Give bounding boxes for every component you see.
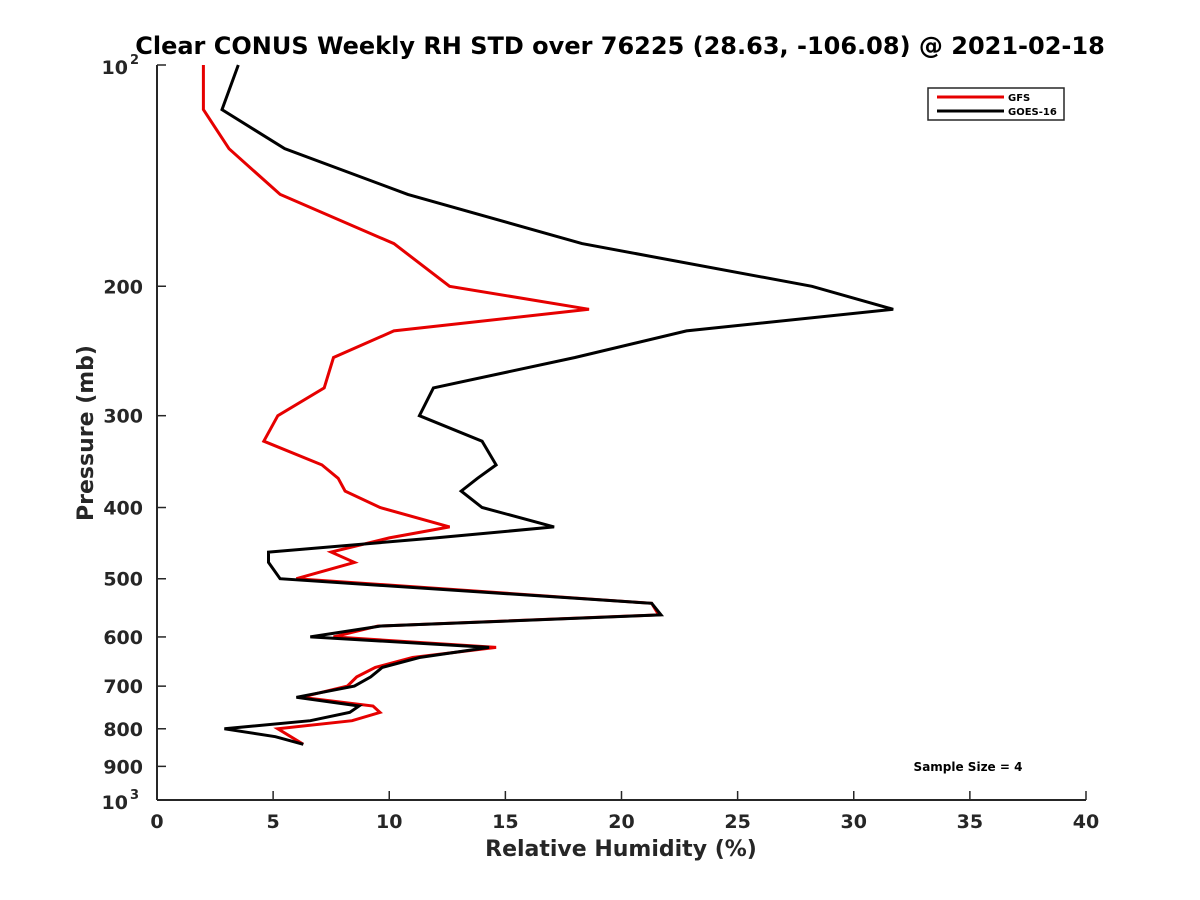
y-tick-label: 600 [103, 627, 143, 649]
y-tick-label: 10 [102, 57, 128, 79]
y-tick-exponent: 3 [130, 788, 139, 803]
y-tick-label: 500 [103, 569, 143, 591]
y-tick-label: 300 [103, 406, 143, 428]
y-tick-label: 400 [103, 498, 143, 520]
y-tick-base: 10 [102, 792, 128, 814]
x-tick-label: 0 [150, 811, 163, 833]
y-axis-label: Pressure (mb) [74, 345, 99, 521]
x-tick-label: 40 [1073, 811, 1099, 833]
y-tick-label: 200 [103, 276, 143, 298]
series-line-goes-16 [220, 64, 894, 746]
y-tick-exponent: 2 [130, 53, 139, 68]
legend-label: GFS [1008, 93, 1030, 104]
y-tick-label: 10 [102, 792, 128, 814]
series-layer [201, 64, 894, 746]
y-tick-base: 10 [102, 57, 128, 79]
x-tick-label: 15 [492, 811, 518, 833]
x-axis-label: Relative Humidity (%) [485, 837, 757, 862]
x-tick-label: 35 [957, 811, 983, 833]
y-tick-label: 700 [103, 676, 143, 698]
legend-box [927, 87, 1065, 121]
x-tick-label: 25 [724, 811, 750, 833]
sample-size-annotation: Sample Size = 4 [914, 760, 1023, 774]
y-tick-label: 900 [103, 756, 143, 778]
x-tick-label: 10 [376, 811, 402, 833]
legend: GFS GOES-16 [927, 87, 1065, 121]
chart-title: Clear CONUS Weekly RH STD over 76225 (28… [135, 32, 1105, 60]
x-tick-label: 5 [267, 811, 280, 833]
series-line-gfs [201, 65, 662, 746]
y-tick-label: 800 [103, 719, 143, 741]
legend-label: GOES-16 [1008, 107, 1057, 118]
x-tick-label: 20 [608, 811, 634, 833]
x-tick-label: 30 [841, 811, 867, 833]
